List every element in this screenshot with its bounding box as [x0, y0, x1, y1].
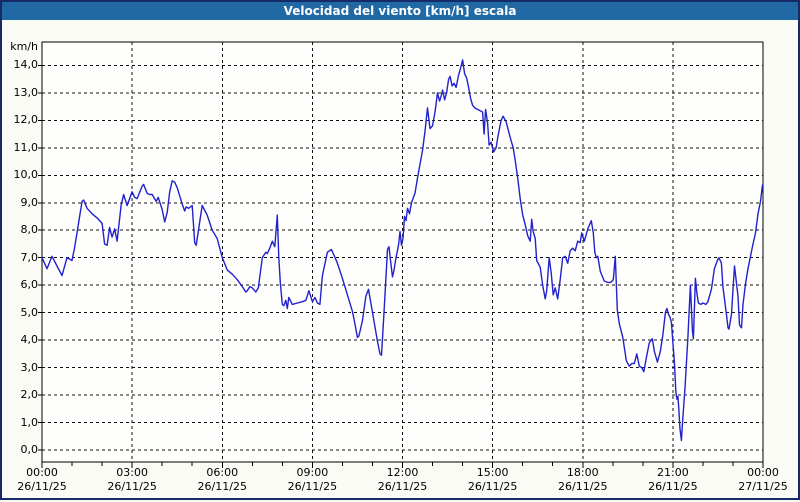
- x-tick-date-label: 26/11/25: [197, 480, 247, 493]
- x-tick-date-label: 27/11/25: [738, 480, 788, 493]
- x-tick-time-label: 00:00: [747, 466, 779, 479]
- y-axis-unit-label: km/h: [10, 40, 38, 53]
- x-tick-time-label: 06:00: [206, 466, 239, 479]
- x-tick-time-label: 00:00: [26, 466, 58, 479]
- x-tick-time-label: 15:00: [476, 466, 509, 479]
- y-tick-label: 11,0: [13, 140, 39, 154]
- wind-speed-line: [41, 59, 764, 442]
- x-tick-date-label: 26/11/25: [287, 480, 338, 493]
- y-tick-label: 1,0: [20, 415, 39, 429]
- y-tick-label: 13,0: [13, 85, 39, 99]
- y-tick-label: 0,0: [20, 443, 39, 456]
- y-tick-label: 2,0: [20, 388, 39, 402]
- y-tick-label: 5,0: [20, 305, 39, 319]
- y-tick-label: 8,0: [20, 223, 39, 237]
- x-tick-time-label: 21:00: [657, 466, 689, 479]
- y-tick-label: 7,0: [20, 250, 39, 264]
- page-title: Velocidad del viento [km/h] escala: [283, 4, 517, 18]
- y-tick-label: 12,0: [13, 113, 39, 127]
- x-tick-date-label: 26/11/25: [558, 480, 608, 493]
- y-tick-label: 10,0: [13, 168, 39, 182]
- y-tick-label: 4,0: [20, 333, 39, 347]
- x-tick-date-label: 26/11/25: [377, 480, 428, 493]
- x-tick-date-label: 26/11/25: [107, 480, 157, 493]
- y-tick-label: 14,0: [13, 58, 39, 72]
- x-tick-date-label: 26/11/25: [467, 480, 518, 493]
- x-tick-time-label: 18:00: [566, 466, 599, 479]
- y-tick-label: 6,0: [20, 278, 39, 292]
- x-tick-time-label: 03:00: [116, 466, 148, 479]
- y-tick-label: 9,0: [20, 195, 39, 209]
- title-bar: Velocidad del viento [km/h] escala: [2, 2, 798, 20]
- x-tick-date-label: 26/11/25: [648, 480, 698, 493]
- x-tick-time-label: 09:00: [296, 466, 329, 479]
- y-tick-label: 3,0: [20, 360, 39, 374]
- x-tick-time-label: 12:00: [386, 466, 419, 479]
- x-tick-date-label: 26/11/25: [17, 480, 67, 493]
